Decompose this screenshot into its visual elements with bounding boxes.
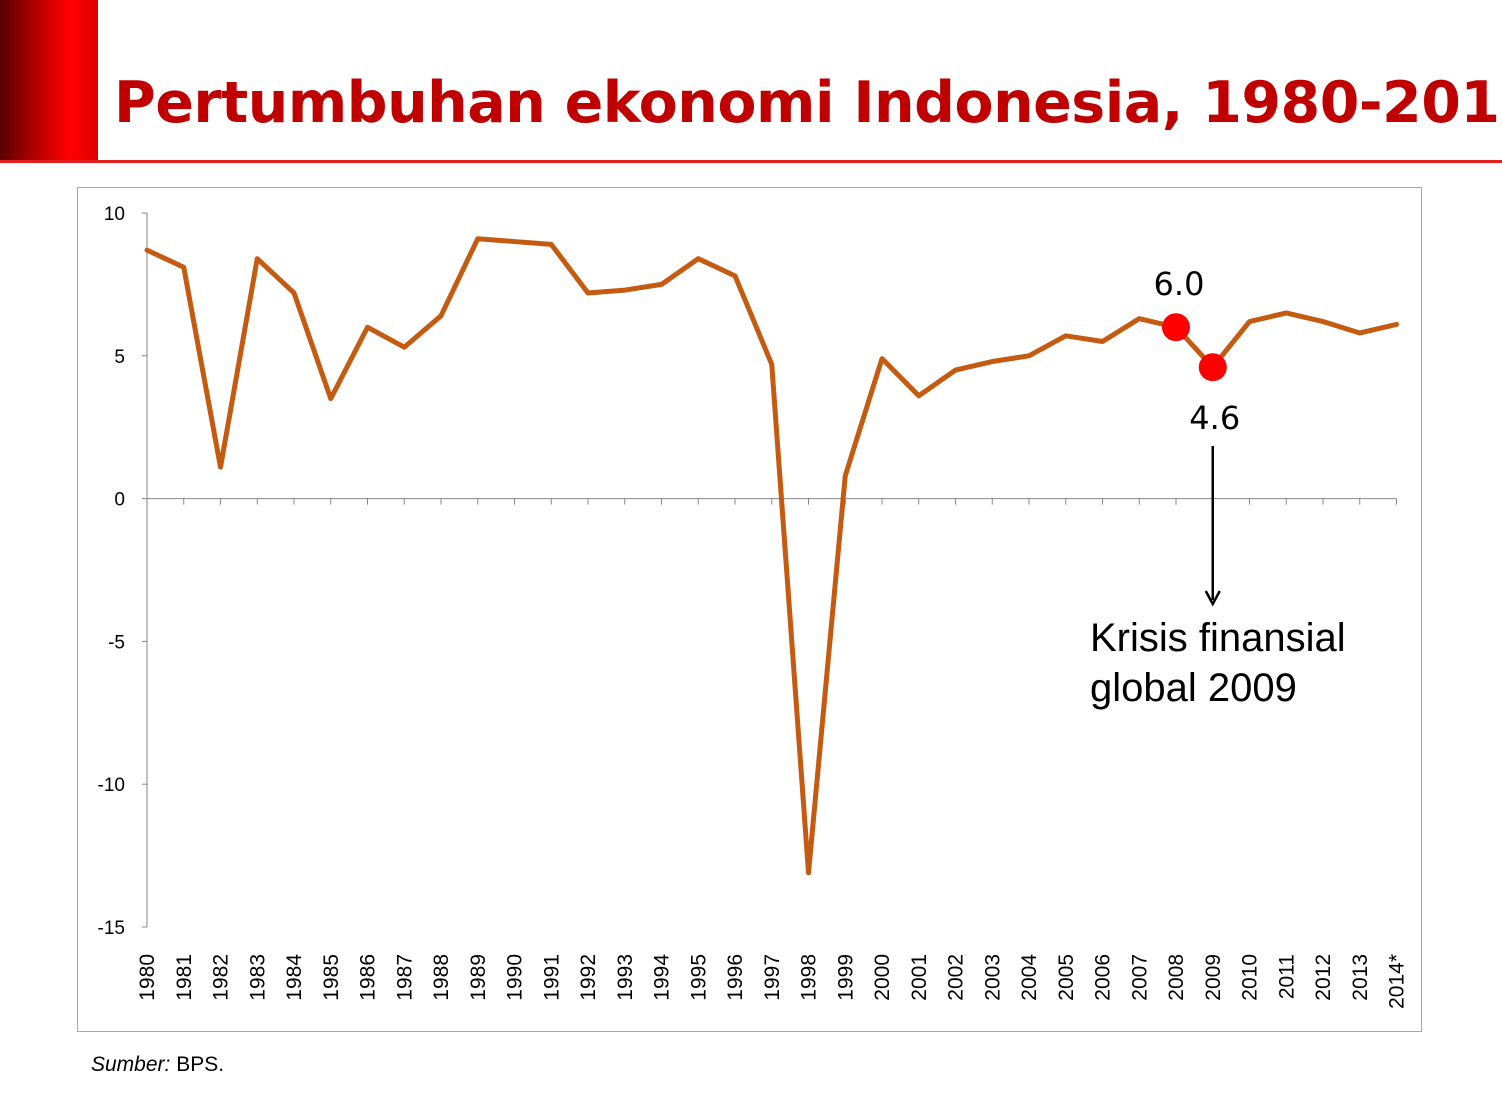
x-tick-label: 2012 [1312,954,1335,1001]
data-label: 6.0 [1154,265,1205,303]
x-tick-label: 1992 [577,954,600,1001]
x-tick-label: 1984 [283,954,306,1001]
y-tick-label: -15 [98,918,125,939]
x-tick-label: 1994 [651,954,674,1001]
x-tick-label: 1996 [724,954,747,1001]
x-tick-label: 1998 [798,954,821,1001]
x-tick-label: 1997 [761,954,784,1001]
x-tick-label: 2001 [908,954,931,1001]
highlight-marker [1198,353,1227,382]
x-tick-label: 2008 [1165,954,1188,1001]
x-tick-label: 1987 [393,954,416,1001]
chart-area: 10 5 0 -5 -10 -15 1980 1981 1982 1983 1984 1985 1986… [77,187,1422,1032]
x-tick-label: 1986 [357,954,380,1001]
x-tick-label: 2010 [1239,954,1262,1001]
title-accent-block [0,0,98,162]
x-tick-label: 1991 [540,954,563,1001]
x-tick-label: 2006 [1092,954,1115,1001]
x-tick-label: 1990 [504,954,527,1001]
x-tick-label: 1983 [246,954,269,1001]
x-tick-label: 2014* [1386,954,1409,1009]
x-tick-label: 2007 [1128,954,1151,1001]
annotation-text: global 2009 [1090,666,1297,710]
annotation-text: Krisis finansial [1090,616,1346,660]
title-divider [0,160,1502,163]
annotation-arrowhead [1204,590,1221,607]
y-tick-label: -5 [108,632,125,653]
x-tick-label: 2004 [1018,954,1041,1001]
x-tick-label: 1985 [320,954,343,1001]
y-tick-label: 10 [104,204,125,225]
x-tick-label: 1989 [467,954,490,1001]
x-tick-label: 1995 [687,954,710,1001]
x-tick-label: 1980 [136,954,159,1001]
x-tick-label: 2005 [1055,954,1078,1001]
highlight-marker [1162,313,1190,342]
y-tick-label: -10 [98,775,125,796]
x-tick-label: 1981 [173,954,196,1001]
source-label: Sumber: [91,1053,171,1076]
page-title: Pertumbuhan ekonomi Indonesia, 1980-2013 [114,70,1502,136]
x-tick-label: 2013 [1349,954,1372,1001]
x-tick-label: 1999 [834,954,857,1001]
x-tick-label: 2002 [945,954,968,1001]
y-tick-label: 0 [114,490,125,511]
source-note: Sumber: BPS. [91,1053,224,1077]
series-line [144,236,1399,876]
x-tick-label: 1988 [430,954,453,1001]
x-tick-label: 2003 [981,954,1004,1001]
line-chart: 10 5 0 -5 -10 -15 1980 1981 1982 1983 1984 1985 1986… [98,204,1409,1009]
source-text: BPS. [176,1053,225,1076]
x-tick-label: 2000 [871,954,894,1001]
x-tick-label: 2011 [1275,954,1298,999]
x-tick-label: 2009 [1202,954,1225,1001]
x-tick-label: 1982 [210,954,233,1001]
data-label: 4.6 [1189,399,1240,437]
y-tick-label: 5 [114,347,125,368]
x-tick-label: 1993 [614,954,637,1001]
